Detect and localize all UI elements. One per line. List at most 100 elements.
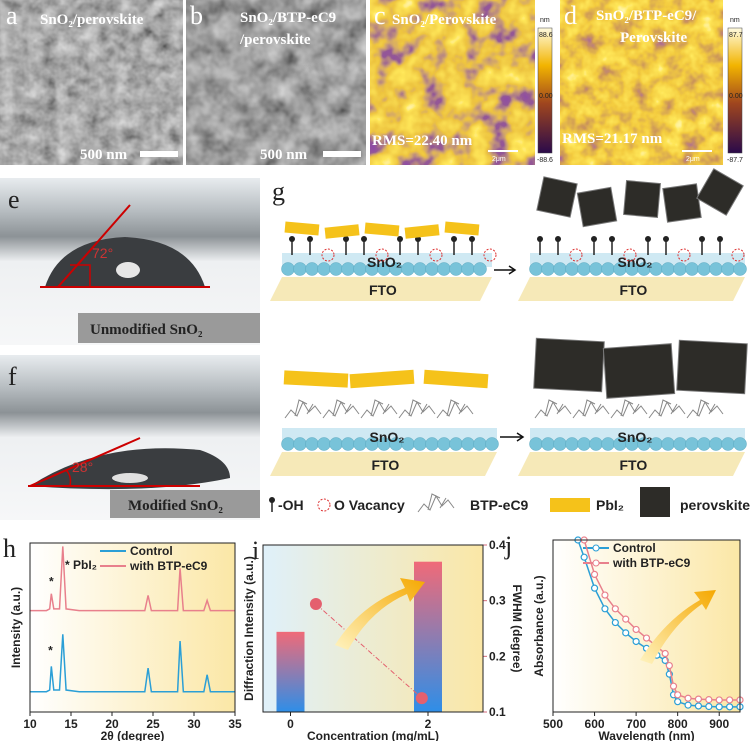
series-marker (590, 570, 599, 579)
series-marker (590, 584, 599, 592)
plot-background (553, 540, 740, 712)
legend-pbi2 (550, 498, 590, 512)
sno2-particle (341, 262, 355, 276)
sno2-particle (565, 437, 579, 451)
fto-layer (518, 277, 745, 301)
btp-molecule (417, 493, 455, 513)
y-axis-label: Intensity (a.u.) (9, 587, 23, 668)
legend-label: PbI₂ (596, 497, 624, 513)
sno2-particle (697, 262, 711, 276)
btp-molecule (572, 399, 610, 419)
series-marker (705, 696, 713, 704)
legend-perovskite (640, 487, 670, 517)
sno2-particle (293, 262, 307, 276)
y2-tick-label: 0.4 (489, 538, 506, 552)
annotation: * PbI₂ (65, 558, 97, 572)
color-bar (727, 27, 743, 154)
layer-label: SnO₂ (370, 429, 405, 445)
x-tick-label: 500 (543, 717, 563, 731)
legend-label: perovskite (680, 497, 750, 513)
series-marker (661, 649, 669, 658)
series-marker (674, 698, 682, 706)
series-marker (694, 695, 703, 703)
legend-label: Control (613, 541, 656, 555)
series-marker (632, 637, 640, 646)
sno2-particle (449, 262, 463, 276)
perovskite-grain (576, 186, 618, 228)
sno2-particle (401, 262, 415, 276)
o-vacancy (731, 248, 745, 262)
sno2-particle (529, 437, 543, 451)
x-tick-label: 30 (187, 717, 201, 731)
panel-label: b (190, 1, 203, 30)
series-marker (632, 625, 640, 634)
legend-oh (269, 497, 275, 503)
fto-layer (270, 452, 497, 476)
color-bar-mid: 0.00 (729, 93, 743, 100)
legend-vacancy (317, 498, 331, 512)
panel-label: c (374, 1, 386, 30)
caption: Modified SnO₂ (128, 498, 223, 514)
series-marker (684, 701, 692, 709)
panel-label: g (272, 177, 285, 206)
series-marker (611, 618, 619, 627)
panel-title: SnO₂/BTP-eC9 (240, 10, 336, 26)
perovskite-grain (533, 337, 605, 393)
sno2-particle (449, 437, 463, 451)
btp-molecule (686, 399, 724, 419)
fwhm-line (315, 603, 423, 699)
pbi2 (364, 222, 400, 237)
series-marker (601, 605, 609, 613)
oh-head (663, 236, 669, 242)
panel-title: SnO₂/BTP-eC9/ (596, 8, 697, 24)
sno2-particle (553, 262, 567, 276)
sno2-particle (329, 437, 343, 451)
series-marker (726, 703, 734, 711)
sno2-particle (709, 262, 723, 276)
perovskite-grain (662, 183, 702, 223)
bar (276, 631, 305, 712)
arrow (500, 432, 525, 442)
oh-head (397, 236, 403, 242)
panel-label: a (6, 1, 18, 30)
panel-title: SnO₂/perovskite (40, 12, 144, 28)
arrow (494, 265, 517, 275)
legend-marker (592, 544, 600, 552)
fto-layer (518, 452, 745, 476)
sno2-particle (697, 437, 711, 451)
sno2-particle (601, 437, 615, 451)
oh-head (343, 236, 349, 242)
panel-title: Perovskite (620, 30, 688, 46)
afm-image (370, 0, 535, 165)
btp-molecule (322, 399, 360, 419)
scale-bar-label: 500 nm (80, 147, 128, 163)
angle: 72° (92, 245, 113, 261)
series-marker (665, 661, 673, 670)
panel-label: i (252, 536, 259, 565)
sno2-particle (733, 437, 747, 451)
panel-label: e (8, 185, 20, 214)
substrate-label: FTO (620, 457, 648, 473)
color-bar-unit: nm (730, 17, 740, 24)
x-axis-label: 2θ (degree) (101, 729, 165, 741)
o-vacancy (623, 248, 637, 262)
series-marker (715, 703, 723, 711)
legend-label: O Vacancy (334, 497, 405, 513)
pbi2 (423, 369, 489, 389)
plot-frame (262, 544, 484, 713)
sno2-particle (733, 262, 747, 276)
series-marker (622, 629, 630, 637)
sno2-particle (721, 437, 735, 451)
annotation: * (49, 574, 54, 588)
rms: RMS=22.40 nm (372, 133, 473, 149)
sno2-particle (413, 437, 427, 451)
scale-bar (323, 151, 361, 157)
sno2-particle (541, 262, 555, 276)
btp-molecule (436, 399, 474, 419)
sno2-particle (281, 262, 295, 276)
sno2-particle (565, 262, 579, 276)
trend-arrow (640, 590, 716, 664)
plot-frame (29, 542, 236, 713)
color-bar-mid: 0.00 (539, 93, 553, 100)
angle-arc (65, 469, 72, 487)
